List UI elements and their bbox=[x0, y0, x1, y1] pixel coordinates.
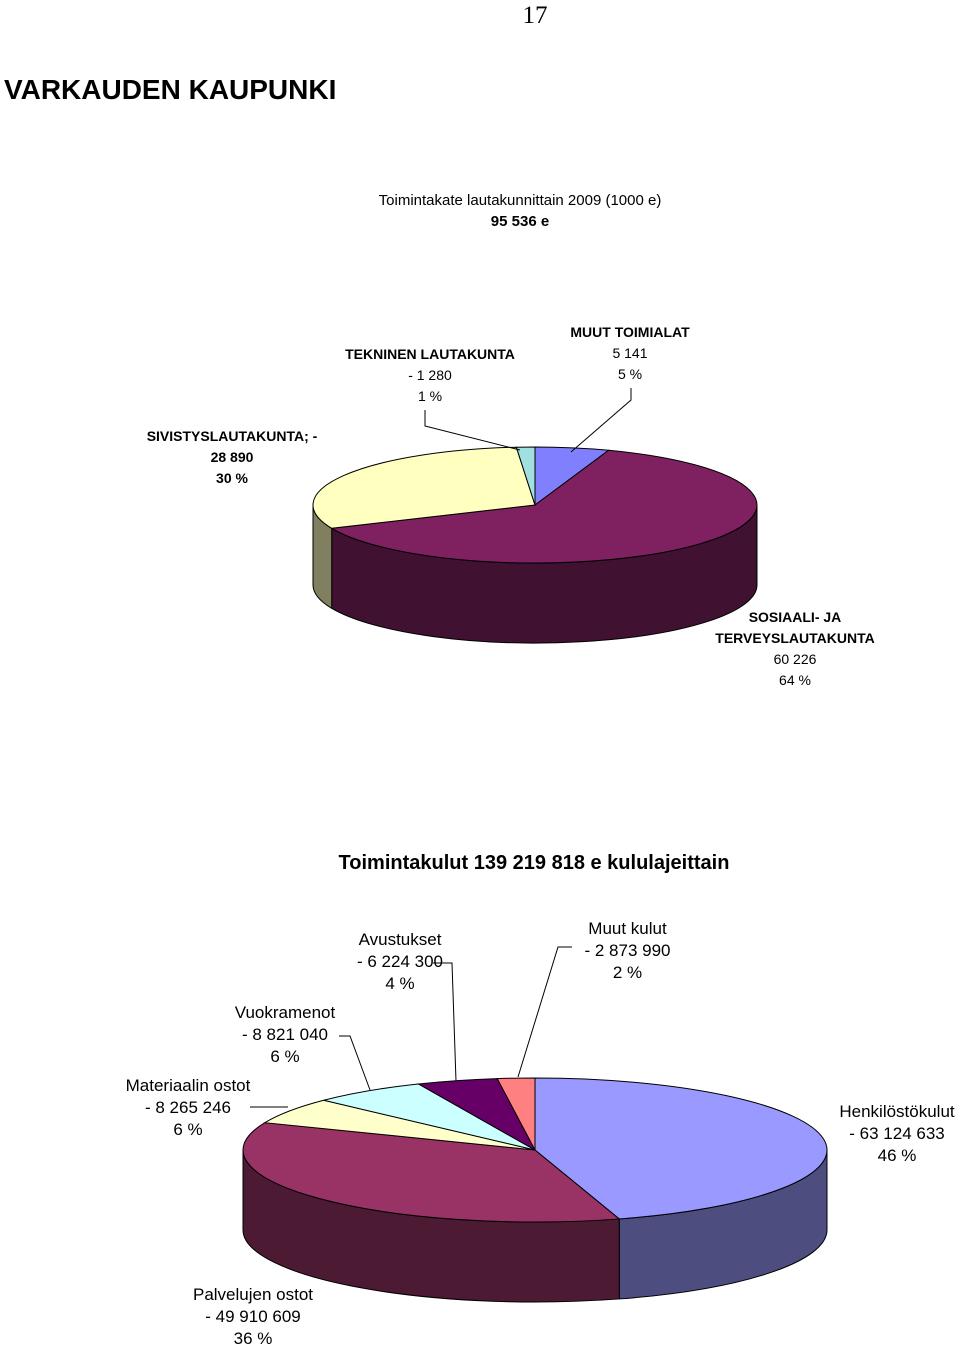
chart2-label-materiaalin: Materiaalin ostot - 8 265 246 6 % bbox=[108, 1075, 268, 1141]
slice-pct: 4 % bbox=[385, 974, 415, 993]
chart2-slice-vuokramenot bbox=[323, 1083, 536, 1151]
slice-pct: 46 % bbox=[877, 1146, 917, 1165]
chart2-slice-palvelujen-ostot bbox=[242, 1122, 621, 1223]
page-number: 17 bbox=[522, 2, 548, 29]
slice-name: Henkilöstökulut bbox=[839, 1102, 955, 1121]
chart1-leader-tekninen bbox=[424, 410, 521, 451]
chart2-label-avustukset: Avustukset - 6 224 300 4 % bbox=[325, 929, 475, 995]
chart1-subtitle: 95 536 e bbox=[490, 213, 550, 230]
slice-value: 5 141 bbox=[612, 345, 648, 361]
slice-name: SIVISTYSLAUTAKUNTA; - bbox=[146, 428, 318, 444]
slice-pct: 36 % bbox=[233, 1329, 273, 1348]
page-heading: VARKAUDEN KAUPUNKI bbox=[4, 74, 337, 105]
slice-pct: 6 % bbox=[270, 1047, 300, 1066]
slice-pct: 6 % bbox=[173, 1120, 203, 1139]
chart1-label-sosiaali: SOSIAALI- JA TERVEYSLAUTAKUNTA 60 226 64… bbox=[690, 607, 900, 691]
slice-name: Muut kulut bbox=[588, 919, 667, 938]
slice-value: - 8 821 040 bbox=[241, 1025, 328, 1044]
chart1-slice-sosiaali-ja-terveyslautakunta bbox=[330, 449, 758, 564]
chart1-pie bbox=[312, 446, 758, 644]
chart2-label-palvelujen: Palvelujen ostot - 49 910 609 36 % bbox=[178, 1284, 328, 1350]
slice-name: Avustukset bbox=[358, 930, 442, 949]
slice-value: 28 890 bbox=[210, 449, 254, 465]
slice-name: Palvelujen ostot bbox=[192, 1285, 314, 1304]
slice-value: - 1 280 bbox=[408, 367, 452, 383]
slice-name: MUUT TOIMIALAT bbox=[570, 324, 690, 340]
slice-value: - 6 224 300 bbox=[356, 952, 443, 971]
chart2-slice-muut-kulut bbox=[496, 1077, 536, 1151]
slice-pct: 64 % bbox=[779, 672, 811, 688]
slice-name: TEKNINEN LAUTAKUNTA bbox=[345, 346, 515, 362]
chart2-pie bbox=[242, 1077, 828, 1303]
chart2-leader-muut bbox=[517, 946, 572, 1078]
slice-value: - 63 124 633 bbox=[849, 1124, 945, 1143]
slice-value: - 49 910 609 bbox=[205, 1307, 301, 1326]
chart1-label-sivistys: SIVISTYSLAUTAKUNTA; - 28 890 30 % bbox=[122, 426, 342, 489]
slice-pct: 5 % bbox=[617, 366, 643, 382]
slice-value: - 8 265 246 bbox=[144, 1098, 231, 1117]
chart1-slice-tekninen-lautakunta bbox=[515, 446, 536, 506]
slice-value: - 2 873 990 bbox=[584, 941, 671, 960]
slice-name-line2: TERVEYSLAUTAKUNTA bbox=[715, 630, 875, 646]
chart2-leader-avustukset bbox=[433, 962, 457, 1082]
chart1-label-tekninen: TEKNINEN LAUTAKUNTA - 1 280 1 % bbox=[325, 344, 535, 407]
chart2-label-henkilosto: Henkilöstökulut - 63 124 633 46 % bbox=[834, 1101, 960, 1167]
chart2-label-muut: Muut kulut - 2 873 990 2 % bbox=[555, 918, 700, 984]
slice-name-line1: SOSIAALI- JA bbox=[748, 609, 842, 625]
chart1-slice-sivistyslautakunta bbox=[312, 446, 536, 529]
chart2-title: Toimintakulut 139 219 818 e kululajeitta… bbox=[338, 852, 730, 874]
chart2-leader-vuokramenot bbox=[339, 1035, 371, 1091]
slice-name: Materiaalin ostot bbox=[125, 1076, 251, 1095]
chart1-title: Toimintakate lautakunnittain 2009 (1000 … bbox=[378, 192, 662, 209]
slice-pct: 30 % bbox=[216, 470, 248, 486]
slice-value: 60 226 bbox=[773, 651, 817, 667]
chart1-label-muut: MUUT TOIMIALAT 5 141 5 % bbox=[550, 322, 710, 385]
chart1-leader-muut bbox=[570, 388, 632, 453]
slice-pct: 2 % bbox=[612, 963, 643, 982]
chart2-slice-henkilöstökulut bbox=[534, 1077, 828, 1220]
slice-pct: 1 % bbox=[417, 388, 443, 404]
chart1-title-block: Toimintakate lautakunnittain 2009 (1000 … bbox=[340, 190, 700, 232]
slice-name: Vuokramenot bbox=[234, 1003, 336, 1022]
chart2-label-vuokramenot: Vuokramenot - 8 821 040 6 % bbox=[215, 1002, 355, 1068]
